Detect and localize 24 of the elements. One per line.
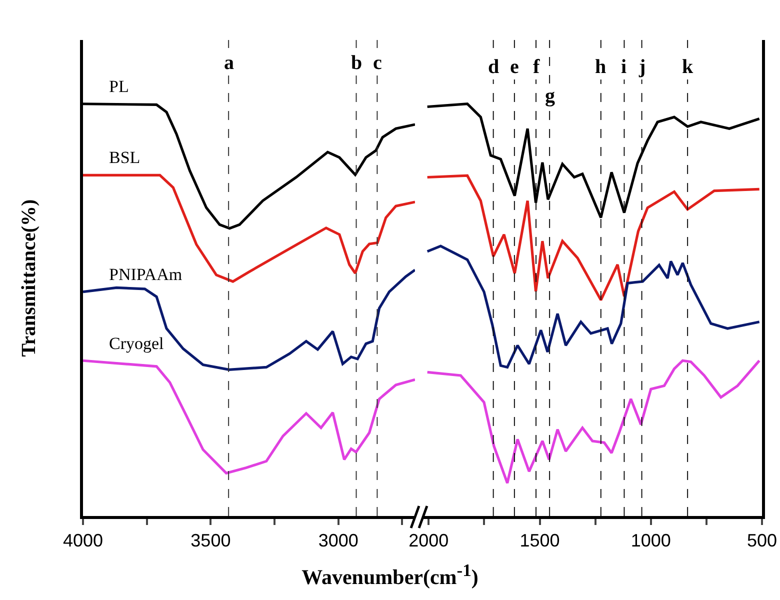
annotation: i xyxy=(621,56,627,78)
y-axis-title: Transmittance(%) xyxy=(18,199,40,357)
annotation: a xyxy=(224,52,234,74)
series-label: Cryogel xyxy=(109,334,164,353)
x-tick-label: 3000 xyxy=(318,530,358,550)
annotation: c xyxy=(373,52,382,74)
x-tick-label: 1500 xyxy=(520,530,560,550)
x-tick-label: 1000 xyxy=(630,530,671,550)
series-label: PNIPAAm xyxy=(109,265,182,284)
annotation: f xyxy=(533,56,540,78)
x-tick-label: 4000 xyxy=(62,530,104,550)
series-label: PL xyxy=(109,77,129,96)
annotation: d xyxy=(488,56,500,78)
annotation: h xyxy=(595,56,606,78)
x-axis-title: Wavenumber(cm$^{-1}$) xyxy=(300,560,480,590)
annotation: b xyxy=(351,52,362,74)
annotation: g xyxy=(545,85,555,107)
annotation: j xyxy=(638,56,646,78)
x-tick-label: 2000 xyxy=(408,530,449,550)
annotation: e xyxy=(510,56,519,78)
x-tick-label: 3500 xyxy=(190,530,231,550)
x-tick-label: 500 xyxy=(746,530,778,550)
annotation: k xyxy=(682,56,694,78)
series-label: BSL xyxy=(109,148,140,167)
